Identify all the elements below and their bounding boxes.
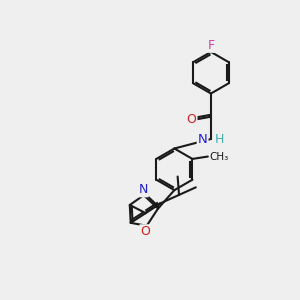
Text: N: N: [198, 133, 208, 146]
Text: O: O: [187, 113, 196, 126]
Text: H: H: [215, 133, 224, 146]
Text: N: N: [139, 183, 148, 196]
Text: F: F: [207, 39, 214, 52]
Text: O: O: [140, 225, 150, 238]
Text: CH₃: CH₃: [209, 152, 229, 161]
